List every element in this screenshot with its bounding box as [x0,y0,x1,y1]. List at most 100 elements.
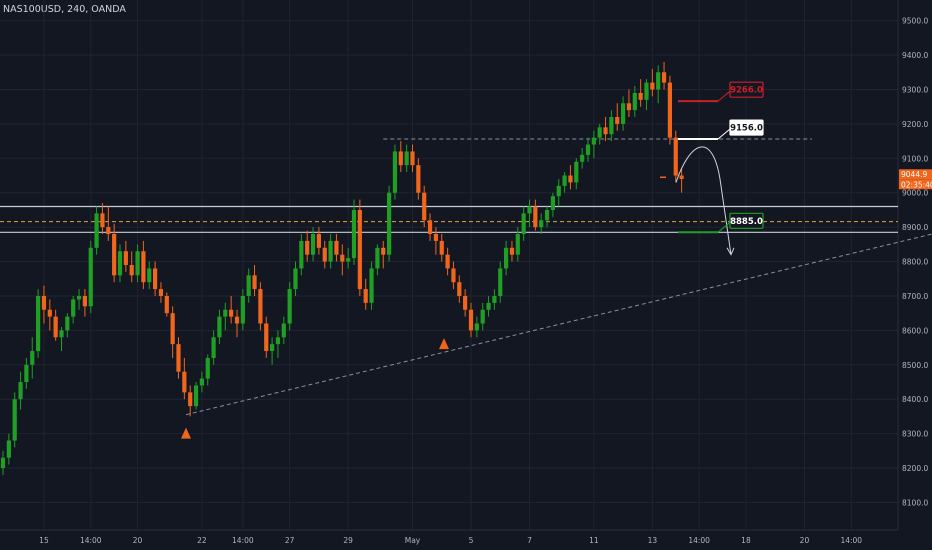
candle-body[interactable] [316,234,321,248]
candle-body[interactable] [433,234,438,241]
candle-body[interactable] [41,295,47,310]
candle-body[interactable] [591,137,596,145]
candle-body[interactable] [100,213,105,228]
candle-body[interactable] [334,240,339,255]
candle-body[interactable] [270,344,275,352]
candle-body[interactable] [451,268,456,283]
candle-body[interactable] [234,316,240,324]
candle-body[interactable] [398,151,403,166]
candle-body[interactable] [76,295,82,300]
candle-body[interactable] [310,234,316,255]
candle-body[interactable] [644,82,649,100]
candle-body[interactable] [404,151,409,166]
candle-body[interactable] [240,295,245,324]
candle-body[interactable] [65,316,70,331]
candle-body[interactable] [574,161,579,183]
candle-body[interactable] [193,385,199,407]
candle-body[interactable] [106,227,111,235]
candle-body[interactable] [188,392,193,407]
candle-body[interactable] [486,302,491,310]
candle-body[interactable] [0,457,6,469]
candle-body[interactable] [468,309,474,331]
candle-body[interactable] [246,275,251,296]
candle-body[interactable] [47,309,52,317]
ascending-trendline[interactable] [185,233,932,416]
candle-body[interactable] [504,247,509,269]
candle-body[interactable] [170,313,175,345]
candle-body[interactable] [299,240,304,269]
candle-body[interactable] [94,213,99,248]
candle-body[interactable] [527,206,532,214]
candle-body[interactable] [422,192,427,221]
candle-body[interactable] [36,295,41,352]
candle-body[interactable] [53,316,58,338]
candle-body[interactable] [199,378,204,386]
candle-body[interactable] [638,92,643,100]
candle-body[interactable] [158,289,164,296]
candle-body[interactable] [539,220,544,228]
candle-body[interactable] [410,151,415,166]
candle-body[interactable] [147,268,152,283]
candle-body[interactable] [656,72,661,90]
candle-body[interactable] [427,220,433,235]
candle-body[interactable] [498,268,503,296]
candle-body[interactable] [416,165,421,193]
candle-body[interactable] [609,117,614,135]
candle-body[interactable] [264,323,269,352]
candle-body[interactable] [176,344,181,372]
candle-body[interactable] [363,289,368,303]
candle-body[interactable] [667,82,672,138]
candle-body[interactable] [603,127,608,135]
candle-body[interactable] [626,103,632,111]
candle-body[interactable] [252,275,257,290]
candle-body[interactable] [357,209,362,290]
candle-body[interactable] [621,103,626,124]
candle-body[interactable] [328,240,333,262]
candle-body[interactable] [287,289,292,324]
candle-body[interactable] [182,371,187,393]
candle-body[interactable] [568,175,573,183]
candle-body[interactable] [12,399,17,441]
candle-body[interactable] [632,92,637,111]
candle-body[interactable] [445,254,450,269]
candle-body[interactable] [439,240,444,255]
candle-body[interactable] [340,254,345,262]
candle-body[interactable] [6,440,11,458]
candle-body[interactable] [381,247,386,255]
candle-body[interactable] [550,196,555,210]
candle-body[interactable] [211,337,216,358]
candle-body[interactable] [521,213,526,235]
candle-body[interactable] [392,151,398,193]
candle-body[interactable] [18,382,23,400]
candle-body[interactable] [387,192,392,255]
candle-body[interactable] [229,309,234,317]
candle-body[interactable] [322,247,327,262]
candle-body[interactable] [679,175,684,179]
candle-body[interactable] [59,330,64,338]
candle-body[interactable] [515,234,520,255]
candle-body[interactable] [480,309,485,324]
candle-body[interactable] [650,82,655,90]
candle-body[interactable] [463,295,468,310]
candle-body[interactable] [117,251,123,276]
candle-body[interactable] [597,127,602,138]
candle-body[interactable] [164,295,169,314]
candle-body[interactable] [217,316,222,338]
candle-body[interactable] [673,137,678,176]
candle-body[interactable] [293,268,298,290]
candle-body[interactable] [562,175,567,186]
candle-body[interactable] [129,265,134,276]
candle-body[interactable] [281,323,286,338]
candle-body[interactable] [135,251,140,276]
candle-body[interactable] [153,268,158,290]
candle-body[interactable] [71,299,76,317]
candle-body[interactable] [275,337,281,345]
candle-body[interactable] [533,206,538,228]
candle-body[interactable] [615,117,620,124]
candle-body[interactable] [544,209,550,221]
candle-body[interactable] [369,268,374,303]
candle-body[interactable] [556,185,561,197]
candle-body[interactable] [346,258,351,262]
candle-body[interactable] [305,240,310,255]
